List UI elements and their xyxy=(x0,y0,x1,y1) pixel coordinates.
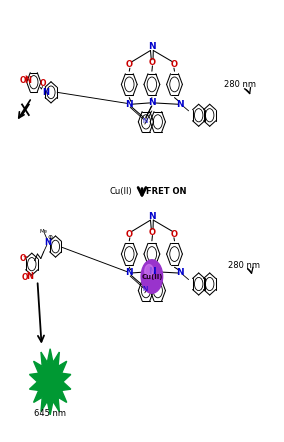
Text: Cu(II): Cu(II) xyxy=(141,274,162,279)
Text: FRET ON: FRET ON xyxy=(146,187,186,196)
Text: 645 nm: 645 nm xyxy=(34,409,66,419)
Text: N: N xyxy=(42,88,49,97)
Text: N: N xyxy=(126,268,133,278)
Text: N: N xyxy=(44,238,51,247)
Text: $_2$: $_2$ xyxy=(26,270,31,278)
Text: Me: Me xyxy=(39,229,47,234)
Text: O: O xyxy=(22,273,28,282)
Text: N: N xyxy=(176,100,184,109)
Text: N: N xyxy=(142,286,147,292)
Text: 280 nm: 280 nm xyxy=(224,80,256,89)
Text: O: O xyxy=(149,58,155,67)
Text: N: N xyxy=(126,100,133,109)
Polygon shape xyxy=(30,349,71,415)
Text: Cu(II): Cu(II) xyxy=(109,187,132,196)
Text: N: N xyxy=(148,267,156,276)
Text: O: O xyxy=(126,60,133,69)
Circle shape xyxy=(141,260,163,293)
Text: −: − xyxy=(23,253,28,258)
Text: O: O xyxy=(171,60,178,69)
Text: O: O xyxy=(149,228,155,236)
Circle shape xyxy=(145,264,153,278)
Text: N: N xyxy=(24,76,31,84)
Text: 280 nm: 280 nm xyxy=(228,261,260,270)
Text: N: N xyxy=(148,99,156,107)
Text: O: O xyxy=(40,79,46,88)
Text: N: N xyxy=(148,42,156,51)
Text: ⊕: ⊕ xyxy=(48,235,53,240)
Text: N: N xyxy=(142,118,147,124)
Text: N: N xyxy=(176,268,184,278)
Text: $_2$: $_2$ xyxy=(24,74,28,81)
Text: N: N xyxy=(148,212,156,221)
Text: O: O xyxy=(171,230,178,239)
Text: O: O xyxy=(19,254,26,263)
Text: O: O xyxy=(126,230,133,239)
Text: N: N xyxy=(26,272,33,281)
Text: O: O xyxy=(20,76,26,85)
